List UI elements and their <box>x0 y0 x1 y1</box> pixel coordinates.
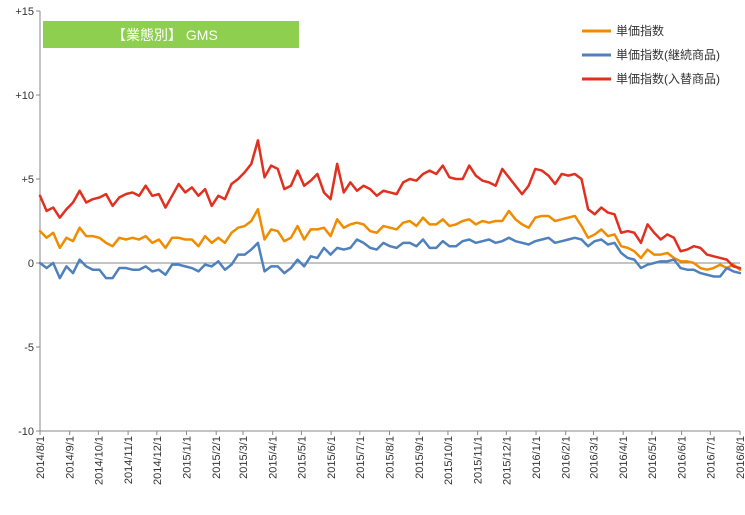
x-tick-label: 2014/8/1 <box>35 436 47 479</box>
x-tick-label: 2015/2/1 <box>211 436 223 479</box>
x-tick-label: 2016/5/1 <box>647 436 659 479</box>
x-tick-label: 2015/10/1 <box>443 436 455 485</box>
series-line-1 <box>38 207 742 271</box>
x-tick-label: 2014/12/1 <box>152 436 164 485</box>
y-tick-label: +5 <box>21 174 34 186</box>
x-tick-label: 2016/2/1 <box>561 436 573 479</box>
y-tick-label: +10 <box>15 90 34 102</box>
x-tick-label: 2016/3/1 <box>588 436 600 479</box>
x-tick-label: 2015/9/1 <box>414 436 426 479</box>
x-tick-label: 2015/6/1 <box>326 436 338 479</box>
x-tick-label: 2016/6/1 <box>677 436 689 479</box>
y-tick-label: -5 <box>24 342 34 354</box>
title-box <box>43 21 299 48</box>
legend-label: 単価指数(入替商品) <box>616 71 720 86</box>
chart-title: 【業態別】 GMS <box>112 27 218 43</box>
x-tick-label: 2015/8/1 <box>385 436 397 479</box>
x-tick-label: 2015/12/1 <box>501 436 513 485</box>
x-tick-label: 2016/1/1 <box>531 436 543 479</box>
x-tick-label: 2015/4/1 <box>268 436 280 479</box>
legend-label: 単価指数 <box>616 23 664 38</box>
x-tick-label: 2015/1/1 <box>182 436 194 479</box>
x-tick-label: 2014/9/1 <box>65 436 77 479</box>
series-line-2 <box>38 236 742 280</box>
x-tick-label: 2015/11/1 <box>473 436 485 484</box>
x-tick-label: 2014/10/1 <box>93 436 105 485</box>
y-tick-label: 0 <box>28 258 34 270</box>
y-tick-label: +15 <box>15 6 34 18</box>
x-tick-label: 2016/7/1 <box>705 436 717 479</box>
legend-label: 単価指数(継続商品) <box>616 47 720 62</box>
series-line-3 <box>38 139 742 270</box>
x-tick-label: 2016/8/1 <box>735 436 745 479</box>
x-tick-label: 2016/4/1 <box>618 436 630 479</box>
x-tick-label: 2015/3/1 <box>238 436 250 479</box>
y-tick-label: -10 <box>18 426 34 438</box>
x-tick-label: 2015/7/1 <box>355 436 367 479</box>
x-tick-label: 2014/11/1 <box>123 436 135 484</box>
x-tick-label: 2015/5/1 <box>296 436 308 479</box>
